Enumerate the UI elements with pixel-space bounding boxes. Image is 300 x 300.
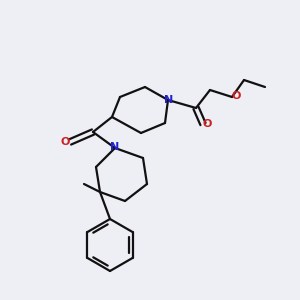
Text: N: N xyxy=(164,95,174,105)
Text: N: N xyxy=(110,142,120,152)
Text: O: O xyxy=(60,137,70,147)
Text: O: O xyxy=(202,119,212,129)
Text: O: O xyxy=(231,91,241,101)
